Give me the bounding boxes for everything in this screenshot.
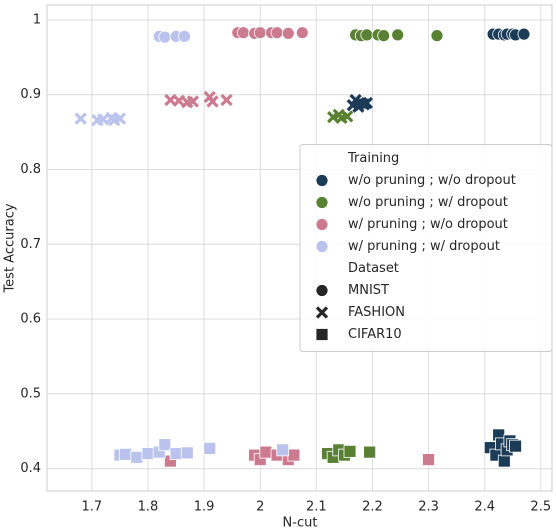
legend-label: FASHION: [348, 305, 405, 320]
legend-label: w/ pruning ; w/ dropout: [348, 239, 500, 254]
legend-marker: [315, 284, 329, 297]
x-axis-title: N-cut: [283, 516, 318, 530]
point: [158, 30, 172, 44]
point: [363, 445, 377, 459]
y-tick-label: 0.5: [20, 386, 41, 401]
point: [497, 454, 511, 468]
point: [295, 26, 309, 40]
legend-label: w/o pruning ; w/ dropout: [348, 195, 508, 210]
x-tick-label: 2.5: [530, 500, 551, 515]
y-axis-title: Test Accuracy: [3, 203, 18, 293]
x-tick-label: 2.1: [306, 500, 327, 515]
legend-heading: Dataset: [348, 261, 399, 276]
point: [341, 110, 354, 123]
point: [130, 450, 144, 464]
point: [236, 26, 250, 40]
point: [377, 29, 391, 43]
x-tick-label: 2.3: [418, 500, 439, 515]
point: [203, 441, 217, 455]
x-tick-label: 2: [256, 500, 264, 515]
point: [178, 30, 191, 43]
y-tick-label: 0.7: [20, 237, 41, 252]
point: [517, 27, 531, 41]
legend-label: w/ pruning ; w/o dropout: [348, 217, 508, 232]
point: [169, 447, 183, 461]
point: [220, 93, 233, 107]
point: [253, 26, 267, 40]
point: [343, 444, 357, 458]
x-tick-label: 2.4: [474, 500, 495, 515]
legend-marker: [315, 240, 329, 253]
legend-marker: [315, 306, 329, 319]
point: [113, 112, 127, 125]
legend-heading: Training: [347, 151, 399, 166]
x-tick-label: 1.9: [194, 500, 215, 515]
x-tick-label: 2.2: [362, 500, 383, 515]
point: [259, 445, 273, 459]
point: [119, 447, 132, 461]
point: [360, 96, 373, 110]
legend-marker: [315, 174, 329, 187]
legend-label: MNIST: [348, 283, 389, 298]
point: [270, 26, 284, 40]
y-tick-label: 1: [33, 12, 41, 27]
point: [281, 27, 295, 40]
x-tick-label: 1.8: [138, 500, 159, 515]
legend: Training w/o pruning ; w/o dropout w/o pru…: [299, 144, 553, 352]
legend-box: [299, 144, 553, 352]
point: [158, 438, 172, 452]
point: [422, 453, 435, 466]
point: [391, 28, 405, 42]
y-tick-label: 0.4: [20, 461, 41, 476]
point: [206, 95, 219, 108]
point: [141, 447, 155, 461]
point: [360, 28, 374, 42]
legend-marker: [315, 328, 329, 341]
legend-label: w/o pruning ; w/o dropout: [348, 173, 516, 188]
point: [430, 29, 444, 43]
point: [186, 95, 200, 108]
point: [74, 112, 87, 125]
y-tick-label: 0.6: [20, 312, 41, 327]
point: [276, 443, 290, 457]
point: [287, 448, 301, 462]
y-tick-label: 0.8: [20, 162, 41, 177]
y-tick-label: 0.9: [20, 87, 41, 102]
point: [180, 446, 194, 460]
x-tick-label: 1.7: [82, 500, 103, 515]
point: [509, 439, 522, 453]
legend-marker: [315, 218, 329, 231]
legend-label: CIFAR10: [348, 327, 402, 342]
legend-marker: [315, 196, 329, 209]
